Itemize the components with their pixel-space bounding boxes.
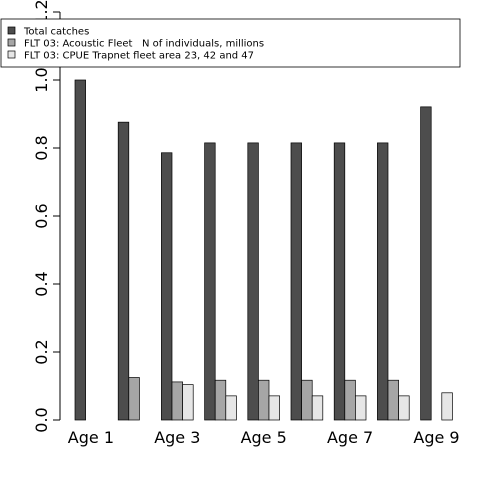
bar-2-3 (171, 381, 183, 421)
y-axis: 0.0 0.2 0.4 0.6 0.8 1.0 1.2 (32, 0, 61, 433)
x-tick-label: Age 9 (413, 428, 459, 447)
y-tick-label: 0.0 (32, 407, 51, 432)
bar-3-4 (225, 395, 237, 421)
legend-box (0, 18, 461, 68)
y-tick-label: 0.8 (32, 135, 51, 160)
x-tick-label: Age 5 (241, 428, 287, 447)
bar-2-8 (387, 379, 399, 421)
bars (74, 79, 453, 421)
bar-3-3 (182, 384, 194, 421)
bar-3-5 (268, 395, 280, 421)
x-axis: Age 1 Age 3 Age 5 Age 7 Age 9 (68, 428, 460, 447)
legend-swatch-2 (7, 38, 16, 47)
y-tick-label: 1.0 (32, 67, 51, 92)
legend-swatch-1 (7, 26, 16, 35)
y-tick-label: 1.2 (32, 0, 51, 25)
bar-3-9 (441, 392, 453, 421)
bar-2-7 (344, 379, 356, 421)
bar-1-2 (117, 121, 130, 421)
legend-swatch-3 (7, 50, 16, 59)
bar-3-6 (311, 395, 324, 421)
bar-3-7 (355, 395, 367, 421)
bar-1-4 (204, 142, 216, 421)
y-tick-label: 0.2 (32, 339, 51, 364)
bar-1-6 (290, 142, 302, 421)
legend-label-3: FLT 03: CPUE Trapnet fleet area 23, 42 a… (24, 51, 254, 62)
bar-1-8 (377, 142, 389, 421)
bar-2-4 (214, 379, 227, 421)
legend-label-2: FLT 03: Acoustic Fleet N of individuals,… (24, 39, 264, 50)
bar-2-5 (258, 379, 270, 421)
bar-1-1 (74, 79, 86, 421)
bar-1-7 (333, 142, 346, 421)
bar-1-5 (247, 142, 259, 421)
x-tick-label: Age 7 (327, 428, 373, 447)
bar-2-6 (301, 379, 313, 421)
x-tick-label: Age 1 (68, 428, 114, 447)
bar-2-2 (128, 377, 140, 421)
y-tick-label: 0.6 (32, 203, 51, 228)
bar-3-8 (398, 395, 410, 421)
legend-label-1: Total catches (23, 27, 89, 38)
x-tick-label: Age 3 (154, 428, 200, 447)
y-tick-label: 0.4 (32, 271, 51, 296)
bar-1-3 (161, 152, 173, 421)
bar-1-9 (420, 106, 432, 421)
